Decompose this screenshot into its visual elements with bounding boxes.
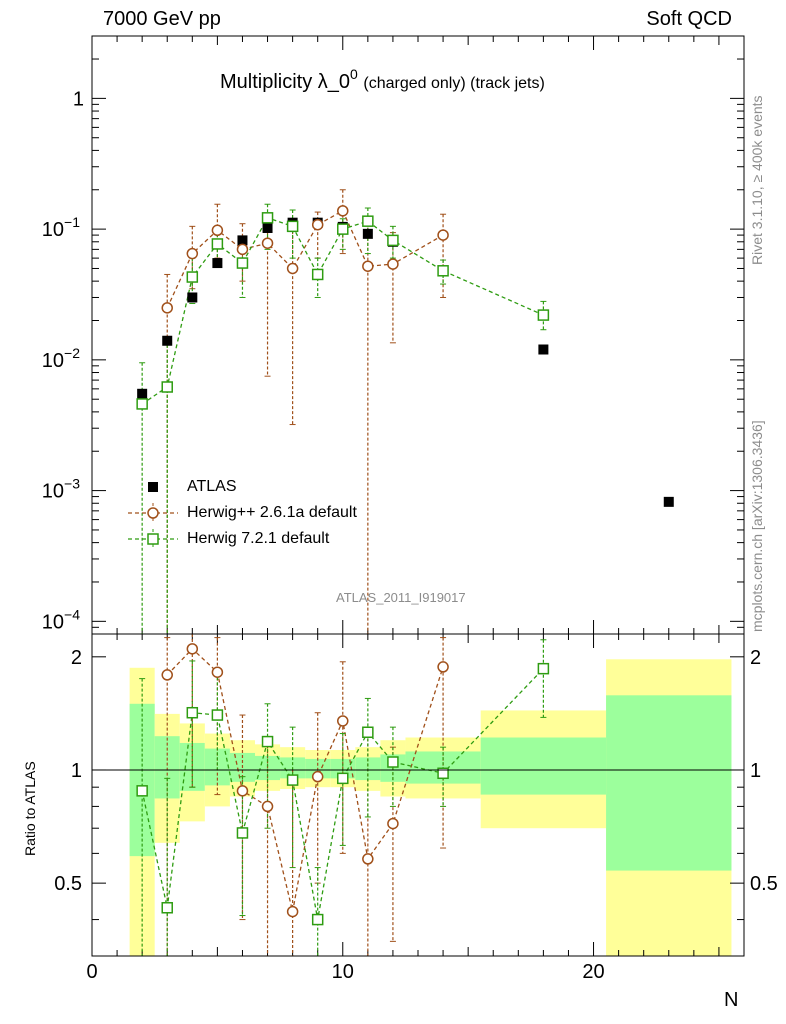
atlas-point-3 [212, 258, 223, 269]
herwigpp-ratio-point-9 [387, 817, 399, 830]
herwigpp-ratio-point-7 [337, 715, 349, 727]
herwig7-ratio-point-4 [236, 827, 249, 839]
legend-marker-atlas [148, 482, 158, 492]
y-tick-label-4: 10−4 [42, 606, 80, 633]
herwigpp-ratio-point-0 [161, 669, 173, 681]
ratio-uncertainty-bands [129, 659, 732, 956]
tick-labels: 0 10 20 1 10−1 10−2 10−3 10−4 0.5 0.5 1 1 2 2 [42, 88, 778, 983]
y-tick-label-3: 10−3 [42, 476, 80, 503]
atlas-point-9 [362, 228, 373, 239]
herwigpp-point-1 [186, 247, 199, 260]
ratio-tick-label-right-2: 2 [750, 647, 761, 669]
ratio-tick-label-right-0.5: 0.5 [750, 873, 778, 895]
herwigpp-point-4 [261, 237, 274, 249]
legend-label-herwig7: Herwig 7.2.1 default [187, 530, 330, 547]
atlas-point-1 [162, 335, 173, 346]
atlas-point-5 [262, 222, 273, 233]
band-inner-12 [480, 737, 607, 795]
herwig7-ratio-point-2 [186, 706, 199, 719]
herwig7-ratio-point-6 [286, 774, 299, 786]
herwigpp-main-line [166, 209, 444, 309]
herwig7-ratio-point-12 [537, 662, 550, 675]
mcplots-reference-label: mcplots.cern.ch [arXiv:1306.3436] [749, 420, 765, 632]
herwigpp-point-10 [437, 229, 449, 241]
herwig7-point-11 [437, 265, 449, 277]
ratio-plot-frame [91, 633, 745, 957]
herwigpp-ratio-point-4 [261, 800, 274, 813]
herwig7-ratio-point-0 [136, 785, 148, 797]
legend-marker-herwig7 [147, 533, 159, 545]
herwigpp-point-6 [311, 218, 324, 231]
atlas-point-4 [237, 235, 248, 246]
band-inner-13 [606, 695, 732, 871]
herwig7-point-8 [337, 223, 349, 235]
x-axis-label: N [724, 989, 739, 1011]
title-main: Multiplicity λ_0 [220, 71, 351, 93]
herwig7-point-12 [537, 309, 550, 321]
herwig7-ratio-point-8 [337, 772, 349, 785]
process-label: Soft QCD [646, 8, 732, 30]
herwig7-point-5 [261, 212, 274, 224]
legend-symbols [128, 482, 178, 549]
herwigpp-point-8 [362, 260, 374, 272]
herwig7-point-7 [311, 268, 324, 281]
herwig7-point-1 [161, 381, 173, 393]
herwig7-point-4 [236, 257, 249, 269]
x-tick-label-10: 10 [332, 961, 354, 983]
ratio-tick-label-right-1: 1 [750, 760, 761, 782]
plot-title: Multiplicity λ_00 (charged only) (track … [220, 66, 545, 94]
herwigpp-point-0 [161, 302, 173, 314]
y-tick-label-0: 1 [73, 88, 84, 110]
atlas-point-13 [663, 496, 674, 507]
herwig7-point-10 [387, 234, 399, 247]
y-tick-label-1: 10−1 [42, 214, 80, 241]
herwigpp-ratio-point-1 [186, 643, 199, 655]
atlas-point-2 [187, 292, 198, 303]
herwigpp-point-2 [211, 224, 224, 237]
ratio-axis-label: Ratio to ATLAS [22, 761, 38, 856]
x-tick-label-0: 0 [86, 961, 97, 983]
herwig7-ratio-point-3 [211, 709, 224, 721]
legend-label-herwigpp: Herwig++ 2.6.1a default [187, 504, 357, 521]
x-tick-label-20: 20 [582, 961, 604, 983]
herwigpp-ratio-point-3 [236, 785, 249, 797]
herwigpp-ratio-point-2 [211, 666, 224, 678]
herwigpp-point-9 [387, 258, 399, 270]
atlas-point-12 [538, 344, 549, 355]
legend-label-atlas: ATLAS [187, 478, 237, 495]
herwigpp-point-5 [286, 262, 299, 275]
herwigpp-ratio-point-10 [437, 661, 449, 673]
herwig7-ratio-point-11 [437, 767, 449, 780]
beam-energy-label: 7000 GeV pp [103, 8, 221, 30]
herwig7-ratio-point-1 [161, 902, 173, 914]
herwigpp-point-7 [337, 205, 349, 217]
herwigpp-ratio-point-5 [286, 905, 299, 918]
herwigpp-point-3 [236, 243, 249, 256]
title-suffix: (charged only) (track jets) [363, 75, 545, 92]
ratio-tick-label-left-0.5: 0.5 [54, 873, 82, 895]
ratio-tick-label-left-1: 1 [71, 760, 82, 782]
herwig7-point-3 [211, 238, 224, 250]
plot-frames [91, 35, 745, 957]
y-tick-label-2: 10−2 [42, 345, 80, 372]
herwigpp-ratio-point-8 [362, 853, 374, 865]
data-markers [136, 205, 674, 926]
herwig7-point-9 [362, 215, 374, 227]
atlas-point-0 [137, 388, 148, 399]
herwig7-ratio-point-10 [387, 756, 399, 768]
herwigpp-ratio-point-6 [311, 770, 324, 783]
legend-marker-herwigpp [147, 507, 159, 519]
herwig7-point-6 [286, 220, 299, 233]
herwig7-ratio-point-5 [261, 735, 274, 748]
herwig7-point-0 [136, 398, 148, 410]
title-superscript: 0 [350, 66, 358, 82]
herwig7-point-2 [186, 271, 199, 283]
herwig7-ratio-point-9 [362, 726, 374, 738]
herwig7-ratio-point-7 [311, 913, 324, 926]
ratio-tick-label-left-2: 2 [71, 647, 82, 669]
error-bars [139, 189, 547, 956]
rivet-version-label: Rivet 3.1.10, ≥ 400k events [749, 95, 765, 265]
analysis-id-label: ATLAS_2011_I919017 [336, 590, 466, 605]
